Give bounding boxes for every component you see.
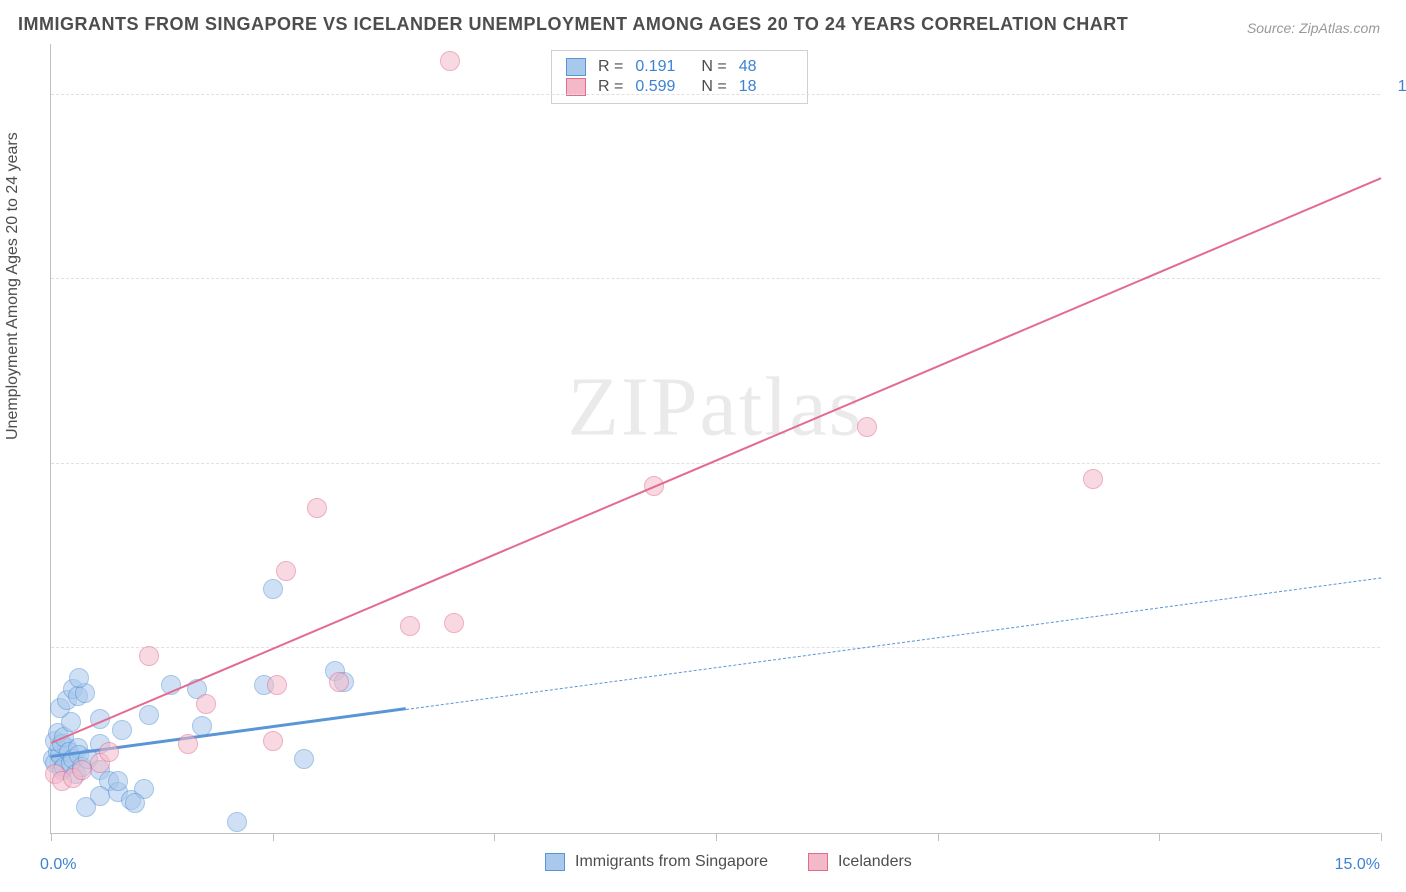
source-label: Source: ZipAtlas.com xyxy=(1247,20,1380,36)
legend-item-series2: Icelanders xyxy=(808,853,912,871)
gridline xyxy=(51,278,1380,279)
scatter-point xyxy=(196,694,216,714)
scatter-point xyxy=(267,675,287,695)
scatter-point xyxy=(857,417,877,437)
x-tick xyxy=(938,833,939,841)
legend-label-series2: Icelanders xyxy=(838,853,912,871)
x-tick-max-label: 15.0% xyxy=(1335,856,1380,874)
swatch-series1-bottom xyxy=(545,853,565,871)
trend-line xyxy=(406,577,1381,710)
chart-title: IMMIGRANTS FROM SINGAPORE VS ICELANDER U… xyxy=(18,14,1128,35)
x-tick xyxy=(1159,833,1160,841)
swatch-series1 xyxy=(566,58,586,76)
x-tick xyxy=(716,833,717,841)
n-label: N = xyxy=(701,58,726,76)
y-tick-label: 100.0% xyxy=(1388,78,1406,96)
trend-line xyxy=(51,178,1382,745)
x-tick xyxy=(51,833,52,841)
scatter-point xyxy=(329,672,349,692)
scatter-point xyxy=(294,749,314,769)
scatter-plot: ZIPatlas R = 0.191 N = 48 R = 0.599 N = … xyxy=(50,44,1380,834)
gridline xyxy=(51,647,1380,648)
legend-row-series1: R = 0.191 N = 48 xyxy=(566,57,793,77)
scatter-point xyxy=(263,731,283,751)
correlation-legend: R = 0.191 N = 48 R = 0.599 N = 18 xyxy=(551,50,808,104)
scatter-point xyxy=(307,498,327,518)
scatter-point xyxy=(112,720,132,740)
scatter-point xyxy=(400,616,420,636)
scatter-point xyxy=(125,793,145,813)
scatter-point xyxy=(1083,469,1103,489)
legend-label-series1: Immigrants from Singapore xyxy=(575,853,768,871)
scatter-point xyxy=(139,705,159,725)
scatter-point xyxy=(276,561,296,581)
scatter-point xyxy=(76,797,96,817)
scatter-point xyxy=(69,668,89,688)
legend-item-series1: Immigrants from Singapore xyxy=(545,853,768,871)
x-tick xyxy=(1381,833,1382,841)
n-value-series1: 48 xyxy=(739,58,793,76)
watermark-text: ZIPatlas xyxy=(568,358,864,455)
scatter-point xyxy=(444,613,464,633)
swatch-series2-bottom xyxy=(808,853,828,871)
y-tick-label: 25.0% xyxy=(1388,631,1406,649)
y-tick-label: 75.0% xyxy=(1388,262,1406,280)
scatter-point xyxy=(440,51,460,71)
scatter-point xyxy=(108,771,128,791)
series-legend: Immigrants from Singapore Icelanders xyxy=(545,853,912,871)
gridline xyxy=(51,94,1380,95)
scatter-point xyxy=(178,734,198,754)
r-label: R = xyxy=(598,58,623,76)
gridline xyxy=(51,463,1380,464)
y-axis-label: Unemployment Among Ages 20 to 24 years xyxy=(4,132,22,440)
x-tick xyxy=(494,833,495,841)
scatter-point xyxy=(139,646,159,666)
r-value-series1: 0.191 xyxy=(635,58,689,76)
x-tick xyxy=(273,833,274,841)
y-tick-label: 50.0% xyxy=(1388,447,1406,465)
scatter-point xyxy=(227,812,247,832)
scatter-point xyxy=(263,579,283,599)
scatter-point xyxy=(99,742,119,762)
x-tick-min-label: 0.0% xyxy=(40,856,76,874)
